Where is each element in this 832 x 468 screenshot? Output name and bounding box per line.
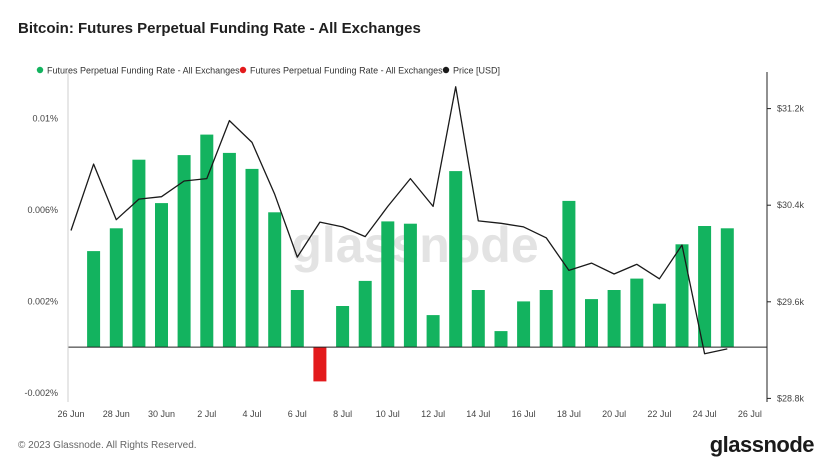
funding-bar-27 [698, 226, 712, 348]
legend-label-2: Price [USD] [453, 65, 500, 75]
x-tick-5: 6 Jul [288, 409, 307, 419]
legend-swatch-2 [442, 66, 450, 74]
funding-bar-9 [290, 290, 304, 348]
x-tick-9: 14 Jul [466, 409, 490, 419]
x-tick-0: 26 Jun [57, 409, 84, 419]
x-tick-7: 10 Jul [376, 409, 400, 419]
funding-bar-16 [449, 171, 463, 348]
x-tick-11: 18 Jul [557, 409, 581, 419]
funding-bar-7 [245, 168, 259, 348]
funding-bar-2 [132, 159, 146, 348]
funding-bar-21 [562, 200, 576, 348]
x-tick-15: 26 Jul [738, 409, 762, 419]
funding-bar-24 [630, 278, 644, 348]
funding-bar-17 [471, 290, 485, 348]
y-left-tick-2: 0.002% [27, 296, 58, 306]
price-line [70, 86, 728, 355]
x-tick-4: 4 Jul [242, 409, 261, 419]
funding-bar-5 [200, 134, 214, 348]
funding-bar-8 [268, 212, 282, 348]
funding-bar-15 [426, 315, 440, 348]
brand-logo[interactable]: glassnode [709, 432, 815, 457]
x-tick-6: 8 Jul [333, 409, 352, 419]
y-right-tick-2: $29.6k [777, 297, 805, 307]
chart-axes: 0.01% 0.006% 0.002% -0.002% $31.2k $30.4k $29.… [24, 72, 805, 419]
funding-bar-13 [381, 221, 395, 348]
funding-bar-0 [87, 251, 101, 348]
y-left-tick-1: 0.006% [27, 205, 58, 215]
legend-label-0: Futures Perpetual Funding Rate - All Exc… [47, 65, 240, 75]
funding-bar-25 [652, 303, 666, 348]
legend-label-1: Futures Perpetual Funding Rate - All Exc… [250, 65, 443, 75]
copyright-notice: © 2023 Glassnode. All Rights Reserved. [18, 440, 197, 451]
x-tick-3: 2 Jul [197, 409, 216, 419]
x-tick-2: 30 Jun [148, 409, 175, 419]
funding-bar-6 [222, 152, 236, 348]
chart-legend: Futures Perpetual Funding Rate - All Exc… [36, 65, 500, 75]
legend-swatch-1 [239, 66, 247, 74]
funding-bar-3 [155, 203, 168, 348]
funding-bar-23 [607, 290, 621, 348]
funding-rate-bars [87, 134, 734, 382]
y-left-tick-3: -0.002% [24, 388, 58, 398]
y-right-tick-0: $31.2k [777, 104, 805, 114]
funding-bar-28 [720, 228, 734, 348]
x-tick-14: 24 Jul [693, 409, 717, 419]
funding-bar-12 [358, 280, 372, 348]
x-tick-13: 22 Jul [647, 409, 671, 419]
funding-bar-11 [336, 306, 350, 348]
funding-bar-1 [109, 228, 123, 348]
funding-bar-10 [313, 347, 327, 382]
x-tick-10: 16 Jul [512, 409, 536, 419]
funding-bar-14 [403, 223, 417, 348]
x-tick-12: 20 Jul [602, 409, 626, 419]
x-tick-1: 28 Jun [103, 409, 130, 419]
y-left-tick-0: 0.01% [32, 114, 58, 124]
chart-title: Bitcoin: Futures Perpetual Funding Rate … [18, 20, 421, 37]
y-right-tick-1: $30.4k [777, 200, 805, 210]
x-tick-8: 12 Jul [421, 409, 445, 419]
funding-bar-22 [585, 299, 598, 348]
funding-bar-18 [494, 331, 508, 348]
funding-bar-19 [517, 301, 531, 348]
legend-swatch-0 [36, 66, 44, 74]
y-right-tick-3: $28.8k [777, 393, 805, 403]
funding-bar-20 [539, 290, 553, 348]
price-line-series [70, 86, 728, 355]
funding-bar-4 [177, 155, 191, 348]
funding-bar-26 [675, 244, 689, 348]
